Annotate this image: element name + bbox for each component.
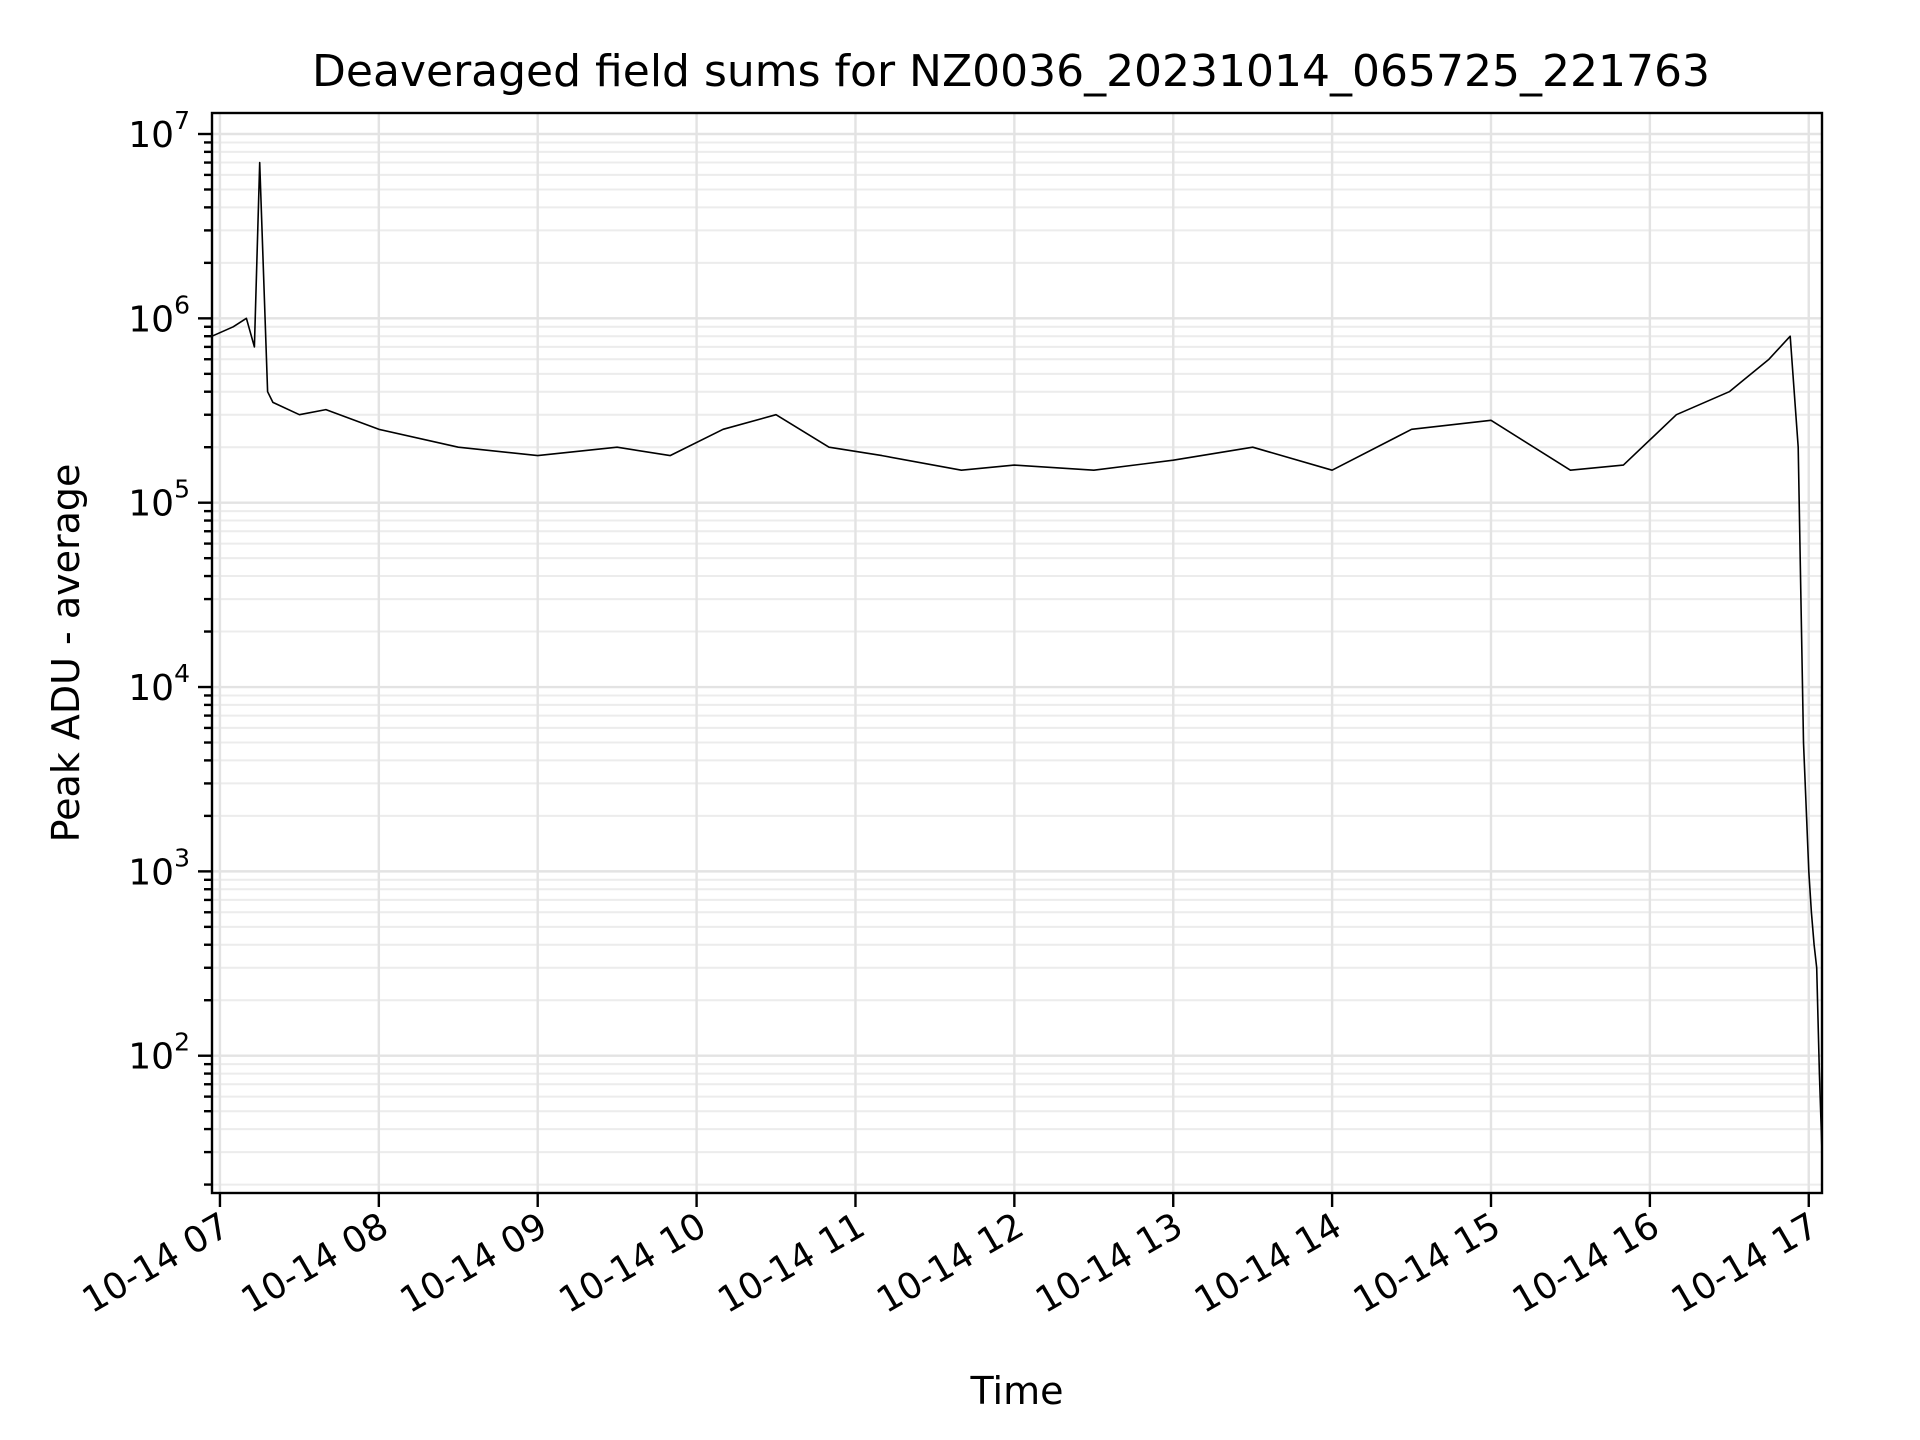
y-tick-label: 104 [128,659,190,709]
x-tick-label: 10-14 13 [1029,1205,1190,1321]
y-tick-label: 103 [128,843,190,893]
plot-frame [210,111,1824,1195]
x-tick-label: 10-14 08 [235,1205,396,1321]
y-axis: 102 103 104 105 106 107 [128,106,212,1186]
y-tick-label: 102 [128,1028,190,1078]
x-tick-label: 10-14 16 [1506,1205,1667,1321]
x-tick-label: 10-14 11 [711,1205,872,1321]
y-tick-label: 107 [128,106,190,156]
x-axis-label: Time [970,1369,1064,1413]
x-tick-label: 10-14 10 [552,1205,713,1321]
y-tick-label: 105 [128,475,190,525]
x-tick-label: 10-14 09 [394,1205,555,1321]
y-axis-label: Peak ADU - average [44,464,88,843]
chart-title: Deaveraged field sums for NZ0036_2023101… [312,46,1710,97]
x-tick-label: 10-14 14 [1188,1205,1349,1321]
y-tick-label: 106 [128,290,190,340]
series-group [211,161,1823,1153]
x-tick-label: 10-14 07 [76,1205,237,1321]
x-tick-label: 10-14 15 [1347,1205,1508,1321]
x-tick-label: 10-14 17 [1665,1205,1826,1321]
series-line [211,161,1823,1153]
x-tick-label: 10-14 12 [870,1205,1031,1321]
grid [212,113,1822,1193]
